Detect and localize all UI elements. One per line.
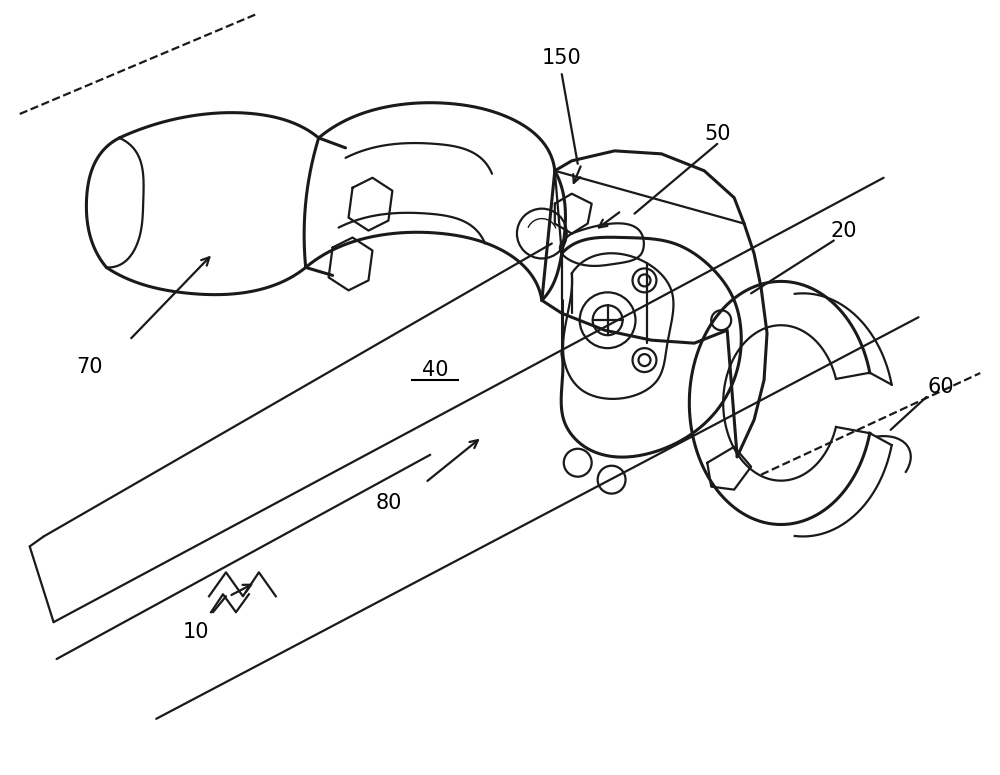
Text: 150: 150 (542, 48, 582, 68)
Text: 50: 50 (704, 124, 730, 144)
Text: 70: 70 (76, 357, 103, 377)
Text: 80: 80 (375, 493, 402, 512)
Text: 20: 20 (831, 221, 857, 240)
Text: 40: 40 (422, 360, 448, 380)
Text: 10: 10 (183, 622, 209, 642)
Text: 60: 60 (927, 377, 954, 397)
